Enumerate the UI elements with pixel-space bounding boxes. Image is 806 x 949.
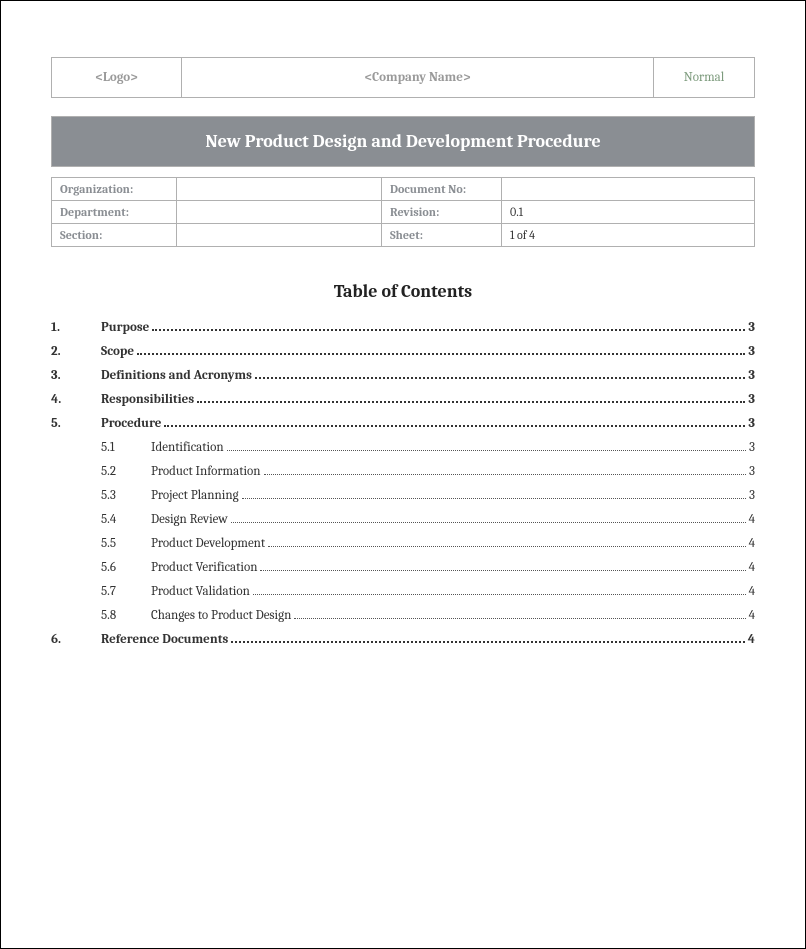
- meta-label: Department:: [52, 201, 177, 224]
- toc-text: Responsibilities: [101, 392, 194, 407]
- toc-number: 5.4: [101, 512, 151, 527]
- toc-subentry: 5.3Project Planning 3: [51, 488, 755, 503]
- table-of-contents: 1.Purpose32.Scope33.Definitions and Acro…: [51, 320, 755, 647]
- logo-placeholder: <Logo>: [52, 58, 182, 97]
- toc-subentry: 5.7Product Validation 4: [51, 584, 755, 599]
- toc-subentry: 5.5Product Development 4: [51, 536, 755, 551]
- meta-row: Organization: Document No:: [52, 178, 755, 201]
- doc-status: Normal: [654, 58, 754, 97]
- toc-number: 5.5: [101, 536, 151, 551]
- toc-leader: [294, 618, 745, 619]
- toc-number: 5.7: [101, 584, 151, 599]
- toc-leader: [227, 450, 746, 451]
- meta-value: [177, 224, 382, 247]
- toc-text: Product Development: [151, 536, 265, 551]
- toc-page: 3: [748, 344, 755, 359]
- toc-page: 3: [748, 320, 755, 335]
- toc-number: 5.8: [101, 608, 151, 623]
- meta-row: Section: Sheet:1 of 4: [52, 224, 755, 247]
- toc-text: Scope: [101, 344, 134, 359]
- toc-text: Design Review: [151, 512, 228, 527]
- toc-page: 4: [749, 608, 755, 623]
- toc-entry: 6.Reference Documents 4: [51, 632, 755, 647]
- toc-leader: [264, 474, 746, 475]
- toc-subentry: 5.2Product Information 3: [51, 464, 755, 479]
- toc-leader: [152, 329, 745, 331]
- company-name: <Company Name>: [182, 58, 654, 97]
- toc-leader: [197, 401, 745, 403]
- toc-page: 3: [748, 368, 755, 383]
- toc-leader: [255, 377, 745, 379]
- toc-subentry: 5.8Changes to Product Design 4: [51, 608, 755, 623]
- toc-entry: 4.Responsibilities 3: [51, 392, 755, 407]
- meta-value: [177, 178, 382, 201]
- toc-text: Procedure: [101, 416, 161, 431]
- header-row: <Logo> <Company Name> Normal: [51, 57, 755, 98]
- toc-page: 4: [749, 560, 755, 575]
- toc-entry: 5.Procedure 3: [51, 416, 755, 431]
- toc-number: 4.: [51, 392, 101, 407]
- toc-number: 2.: [51, 344, 101, 359]
- meta-value: 0.1: [502, 201, 755, 224]
- toc-text: Identification: [151, 440, 224, 455]
- toc-leader: [268, 546, 745, 547]
- toc-number: 6.: [51, 632, 101, 647]
- toc-leader: [260, 570, 745, 571]
- meta-label: Sheet:: [382, 224, 502, 247]
- toc-entry: 3.Definitions and Acronyms 3: [51, 368, 755, 383]
- toc-text: Product Verification: [151, 560, 257, 575]
- toc-text: Purpose: [101, 320, 149, 335]
- toc-heading: Table of Contents: [51, 281, 755, 302]
- meta-label: Document No:: [382, 178, 502, 201]
- toc-leader: [137, 353, 745, 355]
- document-title: New Product Design and Development Proce…: [51, 116, 755, 167]
- meta-row: Department: Revision:0.1: [52, 201, 755, 224]
- toc-page: 3: [748, 416, 755, 431]
- toc-number: 5.3: [101, 488, 151, 503]
- toc-text: Reference Documents: [101, 632, 228, 647]
- toc-text: Product Validation: [151, 584, 250, 599]
- toc-subentry: 5.4Design Review 4: [51, 512, 755, 527]
- toc-leader: [231, 641, 745, 643]
- toc-entry: 2.Scope 3: [51, 344, 755, 359]
- meta-value: 1 of 4: [502, 224, 755, 247]
- toc-text: Product Information: [151, 464, 261, 479]
- toc-number: 5.: [51, 416, 101, 431]
- toc-leader: [242, 498, 746, 499]
- toc-text: Definitions and Acronyms: [101, 368, 252, 383]
- meta-value: [502, 178, 755, 201]
- toc-page: 4: [749, 512, 755, 527]
- toc-page: 3: [749, 488, 755, 503]
- meta-value: [177, 201, 382, 224]
- meta-label: Organization:: [52, 178, 177, 201]
- toc-page: 3: [748, 392, 755, 407]
- toc-page: 3: [749, 464, 755, 479]
- toc-leader: [253, 594, 746, 595]
- toc-page: 4: [749, 536, 755, 551]
- toc-page: 4: [749, 584, 755, 599]
- toc-leader: [231, 522, 746, 523]
- toc-number: 3.: [51, 368, 101, 383]
- meta-label: Revision:: [382, 201, 502, 224]
- toc-entry: 1.Purpose 3: [51, 320, 755, 335]
- toc-number: 5.2: [101, 464, 151, 479]
- toc-subentry: 5.1Identification 3: [51, 440, 755, 455]
- toc-number: 1.: [51, 320, 101, 335]
- meta-label: Section:: [52, 224, 177, 247]
- toc-number: 5.1: [101, 440, 151, 455]
- toc-page: 3: [749, 440, 755, 455]
- toc-leader: [164, 425, 745, 427]
- metadata-table: Organization: Document No: Department: Revi…: [51, 177, 755, 247]
- toc-text: Project Planning: [151, 488, 239, 503]
- toc-text: Changes to Product Design: [151, 608, 291, 623]
- toc-number: 5.6: [101, 560, 151, 575]
- toc-subentry: 5.6Product Verification 4: [51, 560, 755, 575]
- toc-page: 4: [748, 632, 755, 647]
